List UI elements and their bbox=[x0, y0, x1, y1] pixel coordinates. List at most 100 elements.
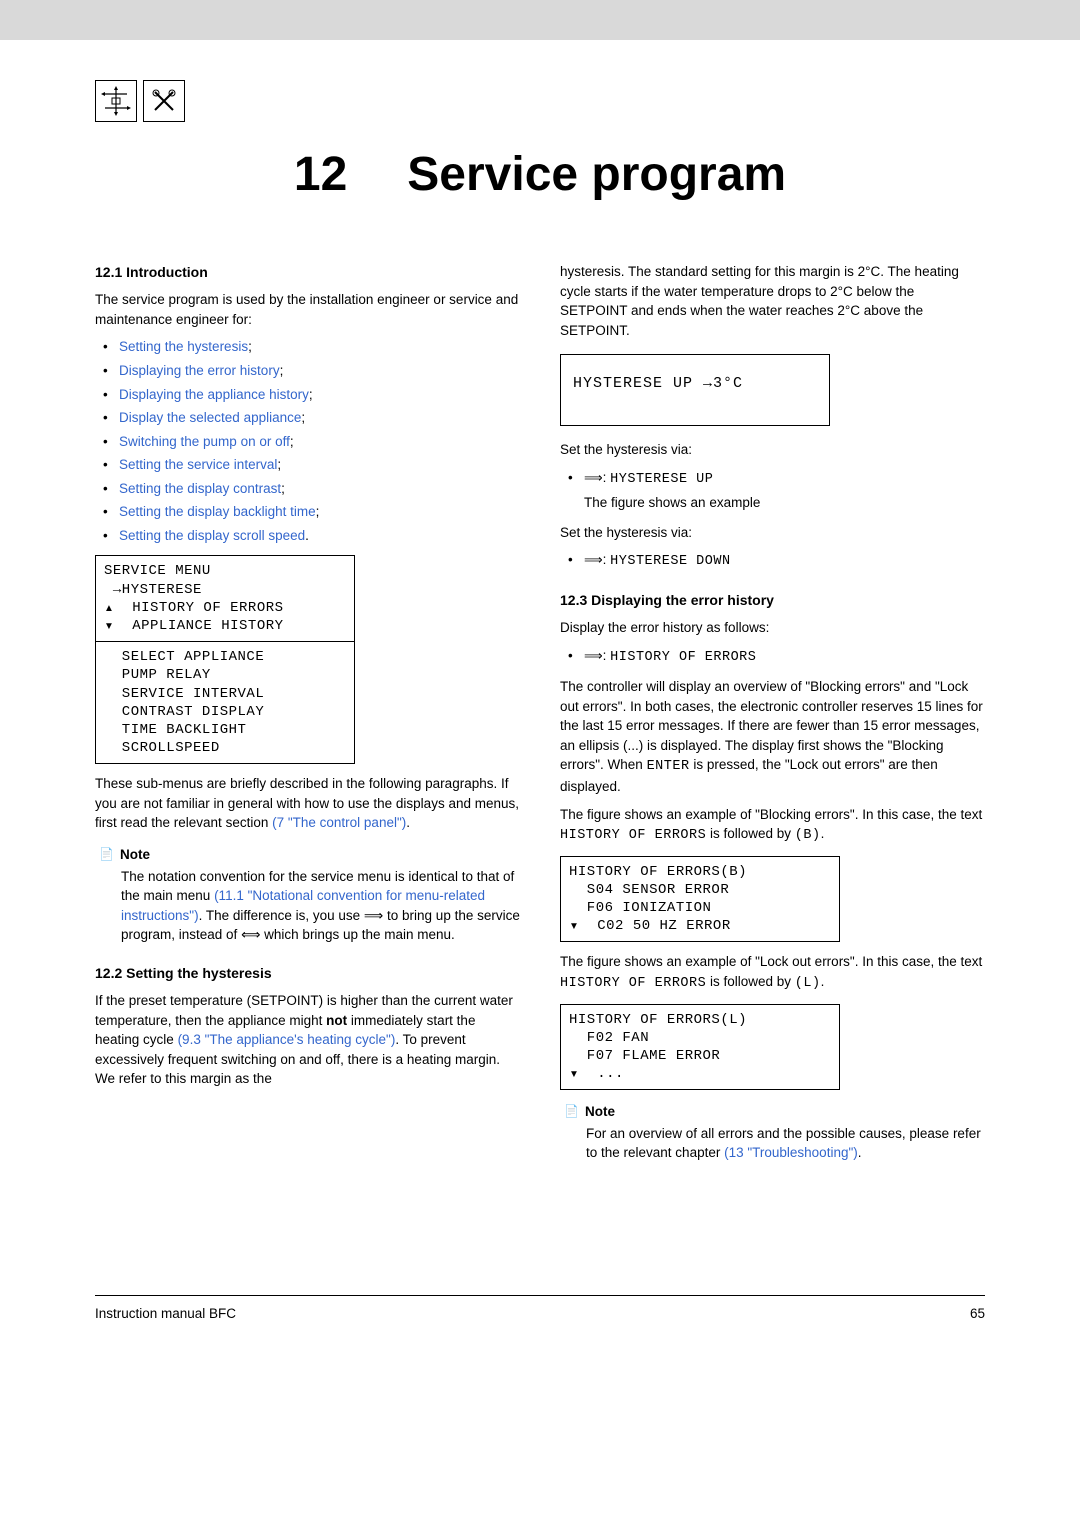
schematic-icon bbox=[95, 80, 137, 122]
two-column-layout: 12.1 Introduction The service program is… bbox=[95, 262, 985, 1175]
display-text: C02 50 HZ ERROR bbox=[579, 918, 730, 934]
menu-line: →HYSTERESE bbox=[104, 581, 346, 599]
note-title: Note bbox=[120, 845, 150, 865]
enter-icon: ⟹ bbox=[584, 551, 603, 570]
menu-line: ▲ HISTORY OF ERRORS bbox=[104, 599, 346, 617]
note-header: 📄 Note bbox=[564, 1102, 985, 1122]
note-title: Note bbox=[585, 1102, 615, 1122]
list-item: Setting the display backlight time; bbox=[103, 502, 520, 522]
down-arrow-icon: ▼ bbox=[569, 1069, 579, 1080]
link-pump[interactable]: Switching the pump on or off bbox=[119, 434, 290, 449]
by-b: (B) bbox=[795, 828, 821, 843]
note-body: For an overview of all errors and the po… bbox=[564, 1124, 985, 1163]
section-12-2-heading: 12.2 Setting the hysteresis bbox=[95, 963, 520, 983]
chapter-number: 12 bbox=[294, 147, 347, 202]
display-line: F06 IONIZATION bbox=[569, 899, 831, 917]
hyst-up-list: ⟹: HYSTERESE UP The figure shows an exam… bbox=[560, 468, 985, 513]
set-via-para-2: Set the hysteresis via: bbox=[560, 523, 985, 543]
chapter-title: 12 Service program bbox=[95, 147, 985, 202]
list-item: Display the selected appliance; bbox=[103, 408, 520, 428]
display-line: ▼ C02 50 HZ ERROR bbox=[569, 917, 831, 935]
menu-text: HISTORY OF ERRORS bbox=[114, 600, 283, 616]
display-text: HYSTERESE UP →3°C bbox=[573, 375, 743, 392]
chapter-title-text: Service program bbox=[407, 148, 786, 201]
hist-errors-text: HISTORY OF ERRORS bbox=[610, 650, 756, 665]
note-header: 📄 Note bbox=[99, 845, 520, 865]
display-line: HISTORY OF ERRORS(B) bbox=[569, 863, 831, 881]
display-line: F02 FAN bbox=[569, 1029, 831, 1047]
link-service-interval[interactable]: Setting the service interval bbox=[119, 457, 277, 472]
up-arrow-icon: ▲ bbox=[104, 603, 114, 614]
section-12-3-heading: 12.3 Displaying the error history bbox=[560, 590, 985, 610]
link-hysteresis[interactable]: Setting the hysteresis bbox=[119, 339, 248, 354]
para-text: is followed by bbox=[706, 826, 795, 841]
note-icon: 📄 bbox=[564, 1103, 579, 1120]
link-troubleshooting[interactable]: (13 "Troubleshooting") bbox=[724, 1145, 858, 1160]
link-backlight[interactable]: Setting the display backlight time bbox=[119, 504, 316, 519]
link-appliance-history[interactable]: Displaying the appliance history bbox=[119, 387, 309, 402]
list-item: ⟹: HISTORY OF ERRORS bbox=[568, 646, 985, 668]
footer-page-number: 65 bbox=[970, 1306, 985, 1321]
list-item: ⟹: HYSTERESE UP The figure shows an exam… bbox=[568, 468, 985, 513]
display-line: F07 FLAME ERROR bbox=[569, 1047, 831, 1065]
menu-line: CONTRAST DISPLAY bbox=[104, 703, 346, 721]
list-item: Setting the display contrast; bbox=[103, 479, 520, 499]
bold-not: not bbox=[326, 1013, 347, 1028]
top-bar bbox=[0, 0, 1080, 40]
menu-line: TIME BACKLIGHT bbox=[104, 721, 346, 739]
link-control-panel[interactable]: (7 "The control panel") bbox=[272, 815, 406, 830]
list-item: Displaying the error history; bbox=[103, 361, 520, 381]
left-column: 12.1 Introduction The service program is… bbox=[95, 262, 520, 1175]
display-text: ... bbox=[579, 1066, 624, 1082]
hist-errors-list: ⟹: HISTORY OF ERRORS bbox=[560, 646, 985, 668]
blocking-errors-para: The figure shows an example of "Blocking… bbox=[560, 805, 985, 846]
submenu-para: These sub-menus are briefly described in… bbox=[95, 774, 520, 833]
lockout-errors-para: The figure shows an example of "Lock out… bbox=[560, 952, 985, 993]
hyst-down-list: ⟹: HYSTERESE DOWN bbox=[560, 550, 985, 572]
set-via-para: Set the hysteresis via: bbox=[560, 440, 985, 460]
footer-left: Instruction manual BFC bbox=[95, 1306, 236, 1321]
list-item: Displaying the appliance history; bbox=[103, 385, 520, 405]
note-body: The notation convention for the service … bbox=[99, 867, 520, 945]
list-item: Setting the display scroll speed. bbox=[103, 526, 520, 546]
error-history-intro: Display the error history as follows: bbox=[560, 618, 985, 638]
menu-line: ▼ APPLIANCE HISTORY bbox=[104, 617, 346, 635]
menu-line: PUMP RELAY bbox=[104, 666, 346, 684]
link-contrast[interactable]: Setting the display contrast bbox=[119, 481, 281, 496]
list-item: Setting the service interval; bbox=[103, 455, 520, 475]
menu-text: APPLIANCE HISTORY bbox=[114, 618, 283, 634]
menu-line: SERVICE MENU bbox=[104, 562, 346, 580]
para-text: The figure shows an example of "Blocking… bbox=[560, 807, 982, 822]
list-item: Switching the pump on or off; bbox=[103, 432, 520, 452]
list-item: Setting the hysteresis; bbox=[103, 337, 520, 357]
footer: Instruction manual BFC 65 bbox=[95, 1295, 985, 1321]
display-line: ▼ ... bbox=[569, 1065, 831, 1083]
page-content: 12 Service program 12.1 Introduction The … bbox=[0, 40, 1080, 1351]
hysteresis-cont-para: hysteresis. The standard setting for thi… bbox=[560, 262, 985, 340]
para-text: is followed by bbox=[706, 974, 795, 989]
tools-icon bbox=[143, 80, 185, 122]
right-column: hysteresis. The standard setting for thi… bbox=[560, 262, 985, 1175]
link-heating-cycle[interactable]: (9.3 "The appliance's heating cycle") bbox=[178, 1032, 396, 1047]
enter-icon: ⟹ bbox=[584, 469, 603, 488]
list-item: ⟹: HYSTERESE DOWN bbox=[568, 550, 985, 572]
link-error-history[interactable]: Displaying the error history bbox=[119, 363, 280, 378]
enter-label: ENTER bbox=[647, 759, 690, 774]
hyst-down-text: HYSTERESE DOWN bbox=[610, 554, 730, 569]
note-icon: 📄 bbox=[99, 846, 114, 863]
note-block-2: 📄 Note For an overview of all errors and… bbox=[560, 1102, 985, 1163]
menu-line: SCROLLSPEED bbox=[104, 739, 346, 757]
errors-b-display: HISTORY OF ERRORS(B) S04 SENSOR ERROR F0… bbox=[560, 856, 840, 943]
error-overview-para: The controller will display an overview … bbox=[560, 677, 985, 796]
hysteresis-para: If the preset temperature (SETPOINT) is … bbox=[95, 991, 520, 1089]
display-line: HISTORY OF ERRORS(L) bbox=[569, 1011, 831, 1029]
link-selected-appliance[interactable]: Display the selected appliance bbox=[119, 410, 301, 425]
by-l: (L) bbox=[795, 976, 821, 991]
hist-mono: HISTORY OF ERRORS bbox=[560, 828, 706, 843]
link-scroll-speed[interactable]: Setting the display scroll speed bbox=[119, 528, 305, 543]
hysterese-display: HYSTERESE UP →3°C bbox=[560, 354, 830, 426]
header-icons bbox=[95, 80, 985, 122]
section-12-1-heading: 12.1 Introduction bbox=[95, 262, 520, 282]
errors-l-display: HISTORY OF ERRORS(L) F02 FAN F07 FLAME E… bbox=[560, 1004, 840, 1091]
para-text: The figure shows an example of "Lock out… bbox=[560, 954, 982, 969]
